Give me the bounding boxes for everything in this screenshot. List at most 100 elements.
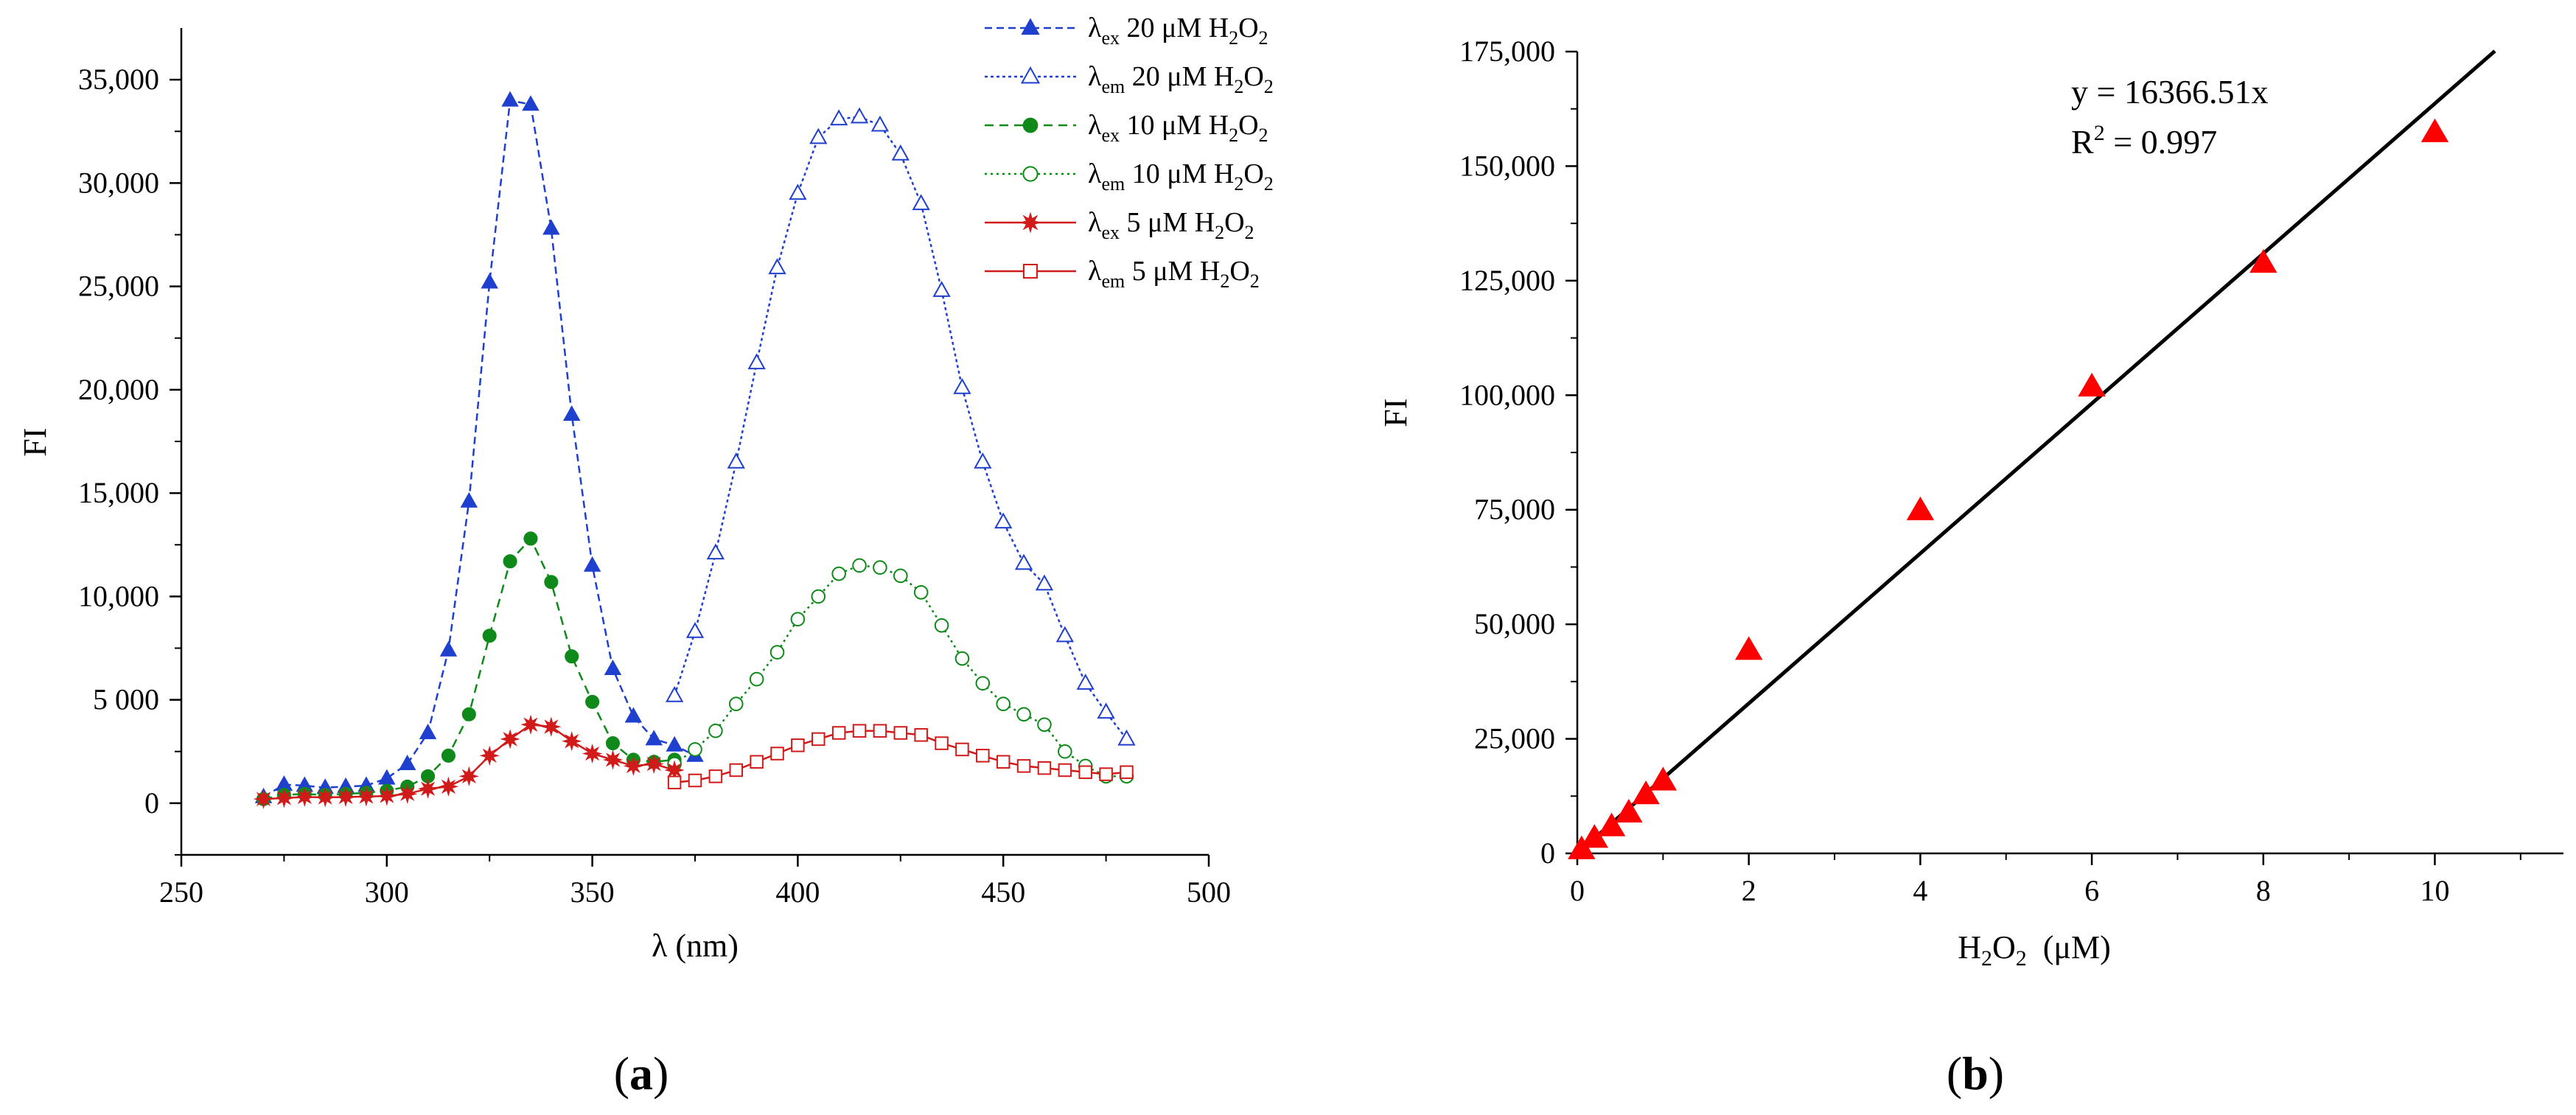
panel-a-data-point — [461, 707, 476, 721]
panel-a-y-axis-title: FI — [17, 427, 53, 456]
panel-a-data-point — [935, 736, 949, 750]
panel-b-data-point — [1649, 766, 1678, 791]
panel-a-data-point — [831, 566, 846, 581]
panel-b-y-tick-label: 75,000 — [1474, 493, 1555, 526]
panel-a-data-point — [850, 107, 869, 124]
panel-a-data-point — [706, 543, 725, 560]
panel-a-data-point — [852, 558, 867, 573]
panel-b-y-tick-label: 125,000 — [1459, 264, 1555, 297]
panel-a-data-point — [1120, 765, 1134, 780]
panel-a-data-point — [994, 512, 1013, 529]
panel-a-data-point — [562, 731, 582, 752]
panel-a-data-point — [666, 735, 683, 752]
panel-a-axes — [180, 28, 1209, 856]
panel-a-y-tick-label: 20,000 — [78, 373, 159, 406]
panel-a-data-point — [624, 707, 643, 723]
panel-a-data-point — [1055, 626, 1074, 643]
panel-b-x-tick-label: 10 — [2420, 874, 2449, 907]
panel-a-data-point — [441, 748, 455, 763]
panel-a-data-point — [667, 775, 682, 790]
panel-a-data-point — [770, 747, 784, 761]
panel-b-chart: 0 2 4 6 8 10 0 25,000 50,000 75,000 100,000 125,000… — [1378, 35, 2563, 971]
panel-a-y-tick-label: 15,000 — [78, 476, 159, 509]
panel-b-axes — [1576, 52, 2563, 855]
fit-line — [1576, 49, 2496, 855]
legend-marker — [1019, 212, 1041, 234]
panel-b-x-tick-label: 6 — [2084, 874, 2099, 907]
panel-b-data-point — [2078, 372, 2106, 396]
panel-b-y-tick-label: 0 — [1540, 836, 1555, 870]
legend-label: λex 10 μM H2O2 — [1088, 110, 1268, 146]
panel-b-data-point — [1632, 780, 1660, 805]
panel-a-data-point — [583, 556, 601, 572]
legend-marker — [1023, 264, 1038, 279]
panel-b-data-point — [2420, 118, 2449, 142]
panel-a-data-point — [913, 584, 929, 600]
panel-a-data-point — [542, 219, 560, 235]
panel-a-data-point — [460, 492, 478, 508]
panel-a-data-point — [728, 696, 744, 712]
panel-b-data-point — [1597, 812, 1626, 836]
panel-a-data-point — [1014, 553, 1033, 570]
panel-a-data-point — [417, 778, 439, 799]
panel-a-x-tick-label: 450 — [981, 875, 1025, 909]
panel-a-data-point — [996, 696, 1010, 712]
panel-a-data-point — [562, 405, 581, 421]
panel-a-data-point — [893, 726, 908, 740]
panel-a-data-point — [1078, 765, 1092, 780]
panel-a-data-point — [791, 738, 805, 752]
legend-label: λem 20 μM H2O2 — [1088, 61, 1274, 97]
panel-a-data-point — [708, 769, 723, 783]
panel-a-data-point — [729, 763, 744, 777]
panel-a-x-tick-label: 350 — [570, 875, 615, 909]
panel-a-series-6 — [667, 724, 1134, 790]
panel-b-y-tick-label: 150,000 — [1459, 149, 1555, 182]
panel-b-x-tick-label: 4 — [1913, 874, 1927, 907]
panel-a-data-point — [912, 194, 930, 211]
panel-a-data-point — [419, 723, 437, 739]
panel-a-data-point — [852, 724, 867, 738]
panel-b-y-tick-label: 50,000 — [1474, 607, 1555, 640]
legend-marker — [1021, 18, 1040, 35]
panel-a-data-point — [458, 766, 479, 787]
panel-a-data-point — [438, 776, 459, 797]
panel-a-y-tick-label: 35,000 — [78, 63, 159, 96]
panel-a-series-1 — [254, 91, 704, 803]
panel-b-label: (b) — [1947, 1047, 2004, 1100]
panel-a-series-line — [674, 565, 1127, 777]
legend-label: λex 20 μM H2O2 — [1088, 13, 1268, 49]
panel-a-chart: 250 300 350 400 450 500 0 5 000 10,000 15,000 20,0… — [17, 13, 1274, 964]
panel-a-data-point — [482, 629, 497, 643]
panel-a-data-point — [585, 694, 600, 709]
panel-a-data-point — [750, 755, 764, 769]
panel-a-data-point — [873, 560, 887, 575]
panel-a-data-point — [602, 749, 624, 770]
panel-a-data-point — [541, 716, 562, 737]
panel-a-data-point — [522, 95, 540, 111]
panel-a-data-point — [975, 676, 991, 691]
panel-a-data-point — [1117, 729, 1136, 746]
panel-a-data-point — [1016, 759, 1031, 773]
panel-a-data-point — [294, 786, 315, 808]
panel-a-data-point — [643, 753, 664, 775]
panel-a-data-point — [582, 743, 603, 764]
panel-a-data-point — [1058, 744, 1072, 759]
panel-a-data-point — [356, 786, 377, 807]
panel-a-data-point — [398, 755, 416, 771]
panel-a-data-point — [974, 452, 992, 469]
panel-a-data-point — [500, 729, 520, 749]
panel-a-data-point — [397, 783, 418, 804]
panel-b-data-point — [1615, 799, 1643, 823]
panel-a-data-point — [1037, 761, 1052, 775]
panel-a-data-point — [1097, 702, 1115, 719]
panel-b-data-point — [2249, 248, 2277, 273]
panel-a-data-point — [605, 735, 621, 751]
panel-a-data-point — [688, 742, 702, 757]
fit-r2-label: R2 = 0.997 — [2071, 121, 2217, 161]
panel-a-data-point — [685, 622, 705, 638]
panel-a-data-point — [544, 575, 559, 590]
panel-a-data-point — [335, 786, 356, 808]
panel-a-data-point — [645, 730, 663, 746]
panel-a-data-point — [665, 685, 684, 702]
panel-a-data-point — [955, 742, 969, 757]
